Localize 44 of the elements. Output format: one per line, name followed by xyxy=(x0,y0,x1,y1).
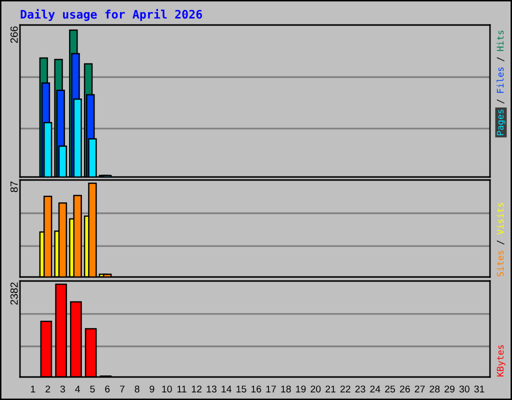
x-tick-label: 26 xyxy=(400,386,410,392)
text: 87 xyxy=(10,182,18,192)
x-tick-label: 14 xyxy=(222,386,232,392)
x-tick-label: 29 xyxy=(444,386,454,392)
x-tick-label: 17 xyxy=(266,386,276,392)
text: Files xyxy=(496,67,504,93)
x-tick-label: 28 xyxy=(430,386,440,392)
text: 266 xyxy=(10,26,18,43)
x-tick-label: 10 xyxy=(162,386,172,392)
text: Visits xyxy=(496,203,504,234)
x-tick-label: 18 xyxy=(281,386,291,392)
x-tick-label: 16 xyxy=(251,386,262,392)
x-tick-label: 11 xyxy=(177,386,186,392)
x-tick-label: 23 xyxy=(355,386,366,392)
x-tick-label: 1 xyxy=(30,386,36,392)
text: 2382 xyxy=(10,282,18,305)
x-tick-label: 13 xyxy=(206,386,216,392)
x-tick-label: 6 xyxy=(105,386,110,392)
x-tick-label: 4 xyxy=(75,386,80,392)
x-tick-label: 21 xyxy=(326,386,336,392)
x-tick-label: 20 xyxy=(310,386,321,392)
x-tick-label: 5 xyxy=(90,386,95,392)
x-tick-label: 19 xyxy=(296,386,306,392)
x-tick-label: 3 xyxy=(60,386,65,392)
x-tick-label: 30 xyxy=(459,386,470,392)
x-tick-label: 2 xyxy=(46,386,50,392)
x-tick-label: 25 xyxy=(385,386,396,392)
text: / xyxy=(496,99,504,104)
x-tick-label: 12 xyxy=(192,386,202,392)
text: Sites xyxy=(496,250,504,276)
x-tick-label: 22 xyxy=(340,386,350,392)
chart-title: Daily usage for April 2026 xyxy=(20,9,202,21)
x-tick-label: 15 xyxy=(236,386,246,392)
x-tick-label: 31 xyxy=(474,386,484,392)
text: Pages xyxy=(496,110,506,136)
text: / xyxy=(496,57,504,62)
text: / xyxy=(496,240,504,245)
x-tick-label: 9 xyxy=(150,386,154,392)
x-tick-label: 27 xyxy=(414,386,425,392)
x-tick-label: 24 xyxy=(370,386,380,392)
x-tick-label: 8 xyxy=(134,386,140,392)
x-tick-label: 7 xyxy=(120,386,124,392)
text: KBytes xyxy=(496,345,506,376)
text: Hits xyxy=(496,30,504,51)
